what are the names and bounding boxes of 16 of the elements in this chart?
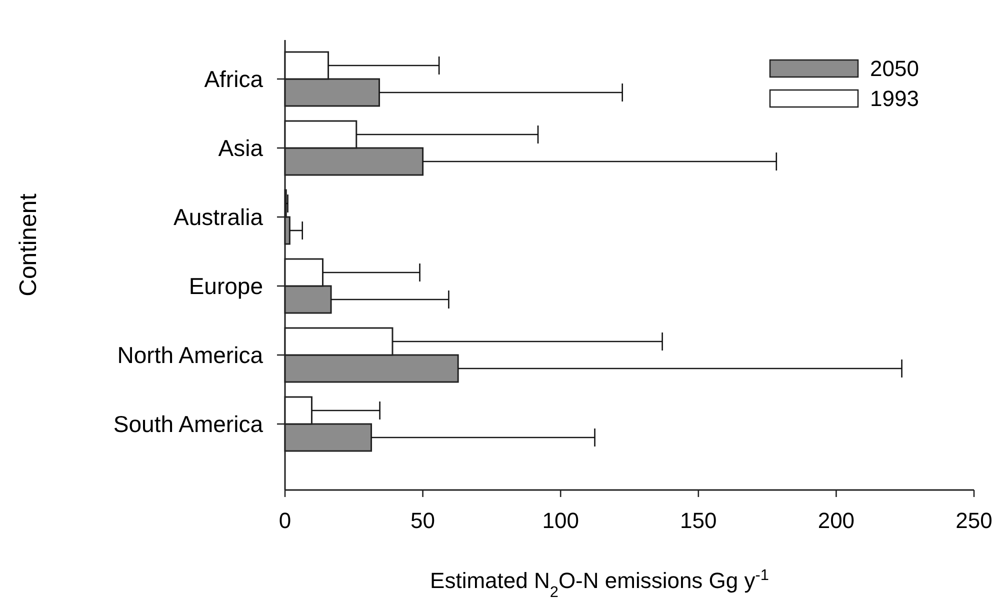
y-tick-label: Australia — [174, 204, 264, 230]
legend-label: 1993 — [870, 86, 919, 111]
x-tick-label: 150 — [680, 508, 717, 533]
x-tick-label: 200 — [818, 508, 855, 533]
x-tick-label: 250 — [956, 508, 992, 533]
y-tick-label: Europe — [188, 273, 263, 299]
y-tick-label: North America — [117, 342, 264, 368]
y-tick-label: Africa — [204, 66, 264, 92]
y-tick-label: Asia — [218, 135, 264, 161]
legend-label: 2050 — [870, 56, 919, 81]
x-tick-label: 100 — [542, 508, 579, 533]
x-axis-title: Estimated N$_{2}$O-N emissions Gg y$^{-1}$ — [430, 566, 769, 600]
x-tick-label: 50 — [410, 508, 436, 533]
x-tick-label: 0 — [278, 508, 292, 533]
y-axis-title: Continent — [15, 193, 42, 296]
y-tick-label: South America — [113, 411, 264, 437]
